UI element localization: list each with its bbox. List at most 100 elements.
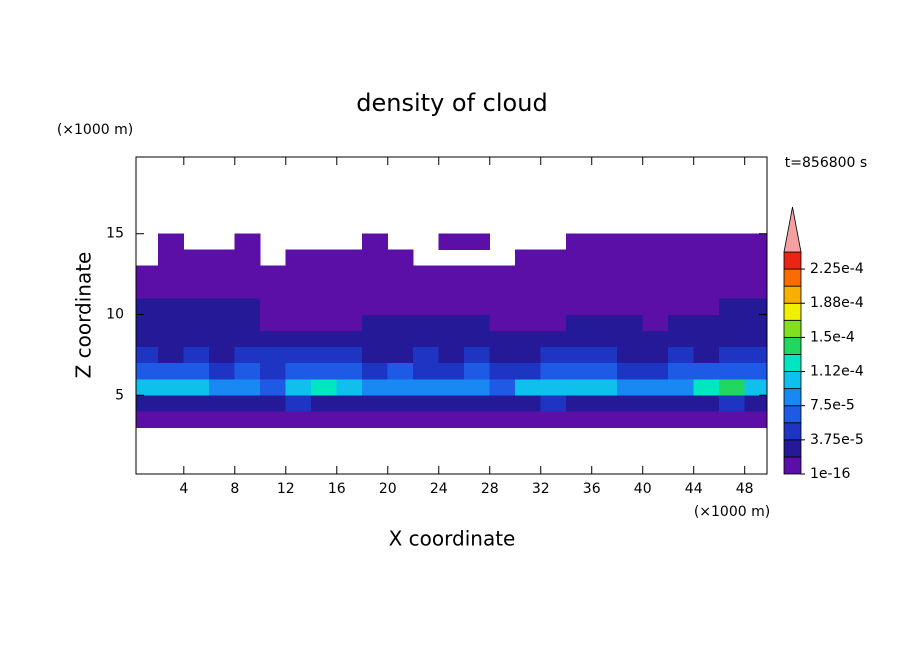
contour-cell <box>208 249 236 267</box>
contour-cell <box>642 411 669 428</box>
contour-cell <box>693 411 720 428</box>
contour-cell <box>718 298 745 315</box>
colorbar-band <box>783 456 802 475</box>
contour-cell <box>591 362 618 380</box>
contour-cell <box>463 281 491 299</box>
contour-cell <box>693 281 720 299</box>
contour-cell <box>234 346 261 364</box>
contour-cell <box>158 233 185 251</box>
contour-cell <box>463 378 491 396</box>
contour-cell <box>642 298 669 315</box>
contour-cell <box>591 265 618 283</box>
colorbar-band <box>783 405 802 424</box>
contour-cell <box>744 394 768 412</box>
contour-cell <box>667 281 695 299</box>
contour-cell <box>259 411 287 428</box>
contour-cell <box>667 362 695 380</box>
contour-cell <box>540 265 567 283</box>
y-tick-label: 15 <box>106 226 124 242</box>
contour-cell <box>463 233 491 251</box>
x-axis-label: X coordinate <box>389 527 516 551</box>
contour-cell <box>135 378 159 396</box>
contour-cell <box>183 378 210 396</box>
contour-cell <box>540 346 567 364</box>
contour-cell <box>135 394 159 412</box>
contour-cell <box>336 265 363 283</box>
contour-cell <box>310 362 338 380</box>
contour-cell <box>616 330 644 348</box>
contour-cell <box>310 281 338 299</box>
contour-cell <box>234 394 261 412</box>
contour-cell <box>361 378 389 396</box>
contour-cell <box>463 314 491 331</box>
contour-cell <box>387 265 414 283</box>
contour-cell <box>718 265 745 283</box>
contour-cell <box>744 233 768 251</box>
contour-cell <box>693 265 720 283</box>
contour-cell <box>135 411 159 428</box>
y-axis-label: Z coordinate <box>72 252 96 379</box>
contour-cell <box>361 314 389 331</box>
contour-cell <box>693 330 720 348</box>
contour-cell <box>489 378 516 396</box>
contour-cell <box>183 281 210 299</box>
x-tick-label: 40 <box>634 481 652 497</box>
contour-cell <box>361 233 389 251</box>
contour-cell <box>463 362 491 380</box>
contour-cell <box>489 394 516 412</box>
colorbar-tick-label: 7.5e-5 <box>810 398 855 414</box>
contour-cell <box>285 330 312 348</box>
contour-cell <box>463 298 491 315</box>
contour-cell <box>693 378 720 396</box>
contour-cell <box>616 298 644 315</box>
contour-cell <box>361 330 389 348</box>
contour-cell <box>336 378 363 396</box>
colorbar-tick-label: 3.75e-5 <box>810 432 864 448</box>
contour-cell <box>438 314 465 331</box>
colorbar-band <box>783 422 802 441</box>
contour-cell <box>667 330 695 348</box>
contour-cell <box>234 378 261 396</box>
contour-cell <box>616 394 644 412</box>
contour-cell <box>514 298 542 315</box>
contour-cell <box>591 281 618 299</box>
contour-cell <box>412 281 440 299</box>
contour-cell <box>361 265 389 283</box>
contour-cell <box>158 411 185 428</box>
contour-cell <box>234 281 261 299</box>
contour-cell <box>438 394 465 412</box>
contour-cell <box>387 411 414 428</box>
contour-cell <box>489 330 516 348</box>
contour-cell <box>158 298 185 315</box>
contour-cell <box>412 362 440 380</box>
contour-cell <box>718 411 745 428</box>
contour-cell <box>158 330 185 348</box>
plot-frame <box>135 156 768 475</box>
contour-cell <box>285 346 312 364</box>
colorbar-tick-label: 1e-16 <box>810 466 850 482</box>
contour-cell <box>234 411 261 428</box>
y-unit: (×1000 m) <box>57 122 133 138</box>
contour-cell <box>616 233 644 251</box>
contour-cell <box>234 314 261 331</box>
contour-cell <box>336 362 363 380</box>
colorbar-band <box>783 302 802 321</box>
contour-cell <box>744 298 768 315</box>
contour-cell <box>310 378 338 396</box>
contour-cell <box>616 362 644 380</box>
contour-cell <box>540 378 567 396</box>
contour-cell <box>183 411 210 428</box>
contour-cell <box>718 394 745 412</box>
contour-cell <box>693 362 720 380</box>
contour-cell <box>591 411 618 428</box>
contour-cell <box>208 265 236 283</box>
x-unit: (×1000 m) <box>694 504 770 520</box>
contour-cell <box>412 265 440 283</box>
contour-cell <box>234 298 261 315</box>
contour-cell <box>514 346 542 364</box>
contour-cell <box>667 265 695 283</box>
contour-cell <box>208 346 236 364</box>
x-tick-label: 20 <box>379 481 397 497</box>
contour-cell <box>489 281 516 299</box>
